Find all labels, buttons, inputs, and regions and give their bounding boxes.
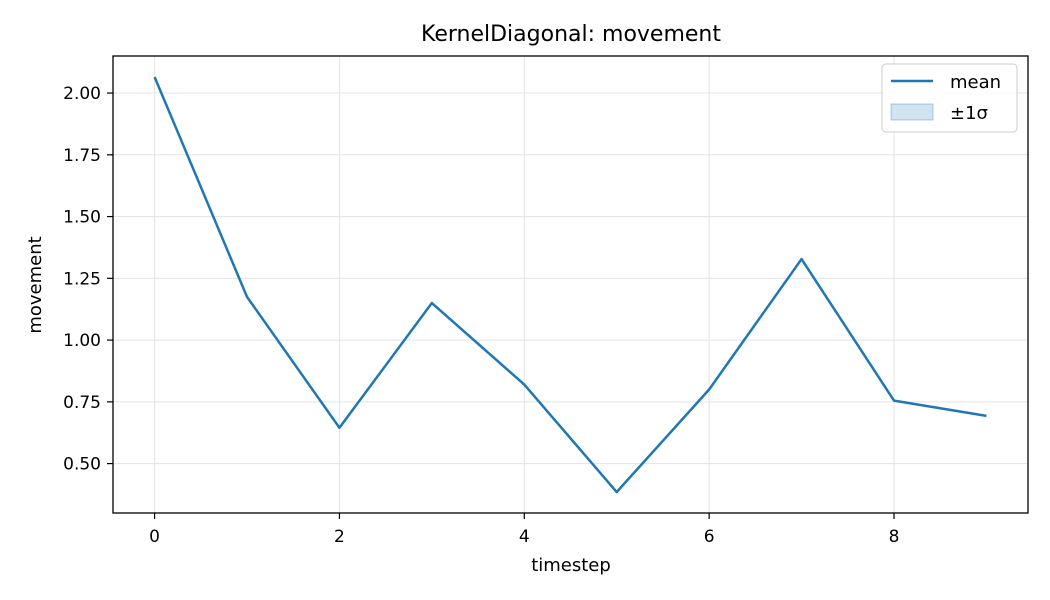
x-tick-label: 2: [334, 527, 345, 547]
y-axis-label: movement: [25, 236, 46, 333]
mean-line: [153, 76, 987, 494]
y-tick-label: 2.00: [63, 84, 101, 104]
legend-mean-label: mean: [950, 72, 1001, 93]
y-tick-label: 0.50: [63, 455, 101, 475]
chart-title: KernelDiagonal: movement: [421, 22, 721, 47]
grid: [113, 56, 1028, 513]
y-tick-label: 1.50: [63, 208, 101, 228]
legend: mean ±1σ: [881, 63, 1018, 133]
x-tick-label: 8: [889, 527, 900, 547]
x-tick-label: 6: [704, 527, 715, 547]
y-tick-label: 1.00: [63, 331, 101, 351]
x-tick-label: 0: [149, 527, 160, 547]
ticks: 0 2 4 6 8 0.50 0.75 1.00 1.25 1.50 1.75 2.00: [63, 84, 899, 547]
y-tick-label: 1.25: [63, 269, 101, 289]
y-tick-label: 0.75: [63, 393, 101, 413]
plot-frame: [112, 55, 1029, 514]
series-layer: [153, 76, 987, 494]
legend-std-swatch: [890, 103, 934, 121]
x-tick-label: 4: [519, 527, 530, 547]
legend-std-label: ±1σ: [950, 103, 988, 124]
y-tick-label: 1.75: [63, 146, 101, 166]
x-axis-label: timestep: [531, 555, 611, 576]
